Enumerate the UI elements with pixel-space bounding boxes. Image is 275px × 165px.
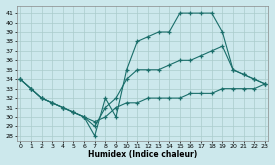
X-axis label: Humidex (Indice chaleur): Humidex (Indice chaleur) xyxy=(88,150,197,159)
